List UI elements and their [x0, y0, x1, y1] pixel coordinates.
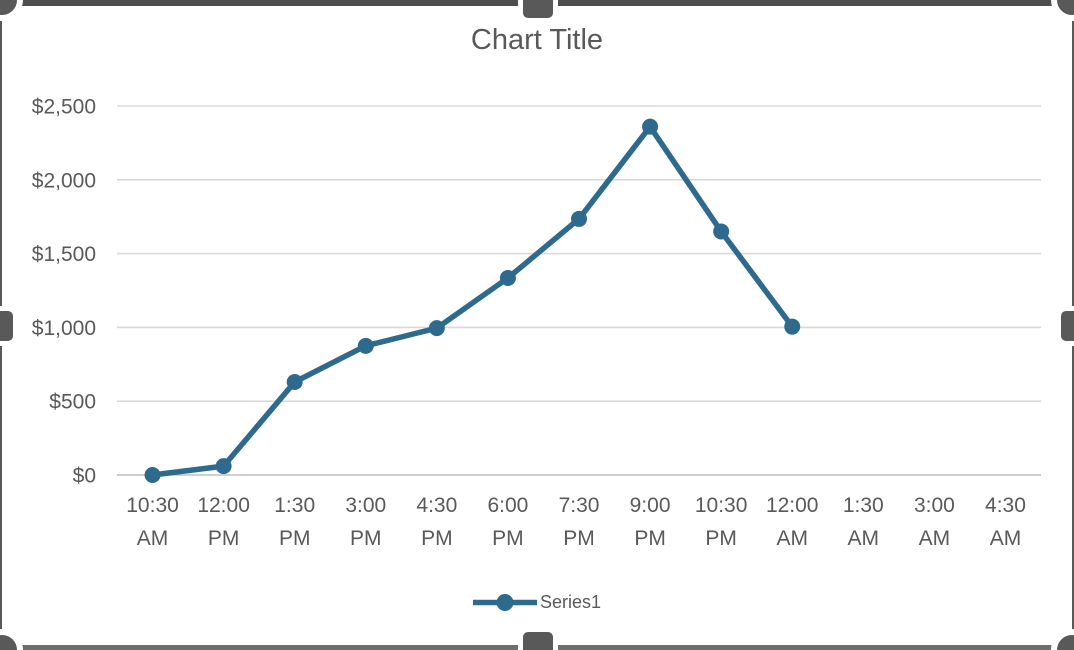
data-point-marker[interactable]	[713, 223, 730, 240]
data-point-marker[interactable]	[784, 318, 801, 335]
x-tick-label[interactable]: AM	[137, 527, 169, 550]
data-point-marker[interactable]	[571, 210, 587, 227]
resize-handle-right-icon[interactable]	[1056, 306, 1074, 346]
series1-line[interactable]	[149, 123, 795, 478]
resize-handle-bottom-right-icon[interactable]	[1051, 629, 1074, 650]
y-tick-label[interactable]: $0	[73, 465, 96, 488]
x-tick-label[interactable]: 7:30	[559, 494, 600, 517]
x-tick-label[interactable]: PM	[705, 527, 737, 550]
x-tick-label[interactable]: AM	[919, 527, 951, 550]
x-tick-label[interactable]: 6:00	[487, 494, 528, 517]
data-point-marker[interactable]	[357, 337, 374, 354]
chart-title[interactable]: Chart Title	[470, 24, 604, 56]
legend-series-label: Series1	[539, 591, 602, 612]
x-tick-label[interactable]: PM	[634, 527, 666, 550]
x-tick-label[interactable]: AM	[990, 527, 1022, 550]
y-tick-label[interactable]: $1,500	[32, 243, 96, 266]
x-tick-label[interactable]: 1:30	[274, 494, 315, 517]
x-tick-label[interactable]: 4:30	[416, 494, 457, 517]
y-tick-label[interactable]: $500	[49, 391, 96, 414]
data-point-marker[interactable]	[642, 118, 659, 135]
x-tick-label[interactable]: PM	[208, 527, 240, 550]
x-tick-label[interactable]: 12:00	[766, 494, 819, 517]
data-point-marker[interactable]	[499, 269, 516, 286]
x-tick-label[interactable]: PM	[492, 527, 524, 550]
x-tick-label[interactable]: 9:00	[630, 494, 671, 517]
x-tick-label[interactable]: 4:30	[985, 494, 1026, 517]
legend[interactable]: Series1	[0, 586, 1074, 618]
x-tick-label[interactable]: 12:00	[197, 494, 250, 517]
y-tick-label[interactable]: $1,000	[32, 317, 96, 340]
data-point-marker[interactable]	[144, 467, 161, 483]
resize-handle-top-icon[interactable]	[518, 0, 558, 23]
data-point-marker[interactable]	[286, 374, 303, 391]
x-tick-label[interactable]: PM	[421, 527, 453, 550]
data-point-marker[interactable]	[428, 320, 445, 337]
resize-handle-bottom-icon[interactable]	[518, 627, 558, 650]
legend-line-marker-icon	[472, 593, 537, 611]
x-tick-label[interactable]: AM	[776, 527, 808, 550]
resize-handle-left-icon[interactable]	[0, 306, 18, 346]
y-tick-label[interactable]: $2,500	[32, 96, 96, 119]
x-tick-label[interactable]: 10:30	[695, 494, 748, 517]
x-tick-label[interactable]: 1:30	[843, 494, 884, 517]
x-tick-label[interactable]: 10:30	[126, 494, 179, 517]
y-tick-label[interactable]: $2,000	[32, 169, 96, 192]
x-tick-label[interactable]: 3:00	[345, 494, 386, 517]
x-tick-label[interactable]: AM	[848, 527, 880, 550]
x-tick-label[interactable]: PM	[350, 527, 382, 550]
x-tick-label[interactable]: PM	[279, 527, 311, 550]
data-point-marker[interactable]	[215, 458, 232, 475]
x-tick-label[interactable]: 3:00	[914, 494, 955, 517]
x-tick-label[interactable]: PM	[563, 527, 595, 550]
